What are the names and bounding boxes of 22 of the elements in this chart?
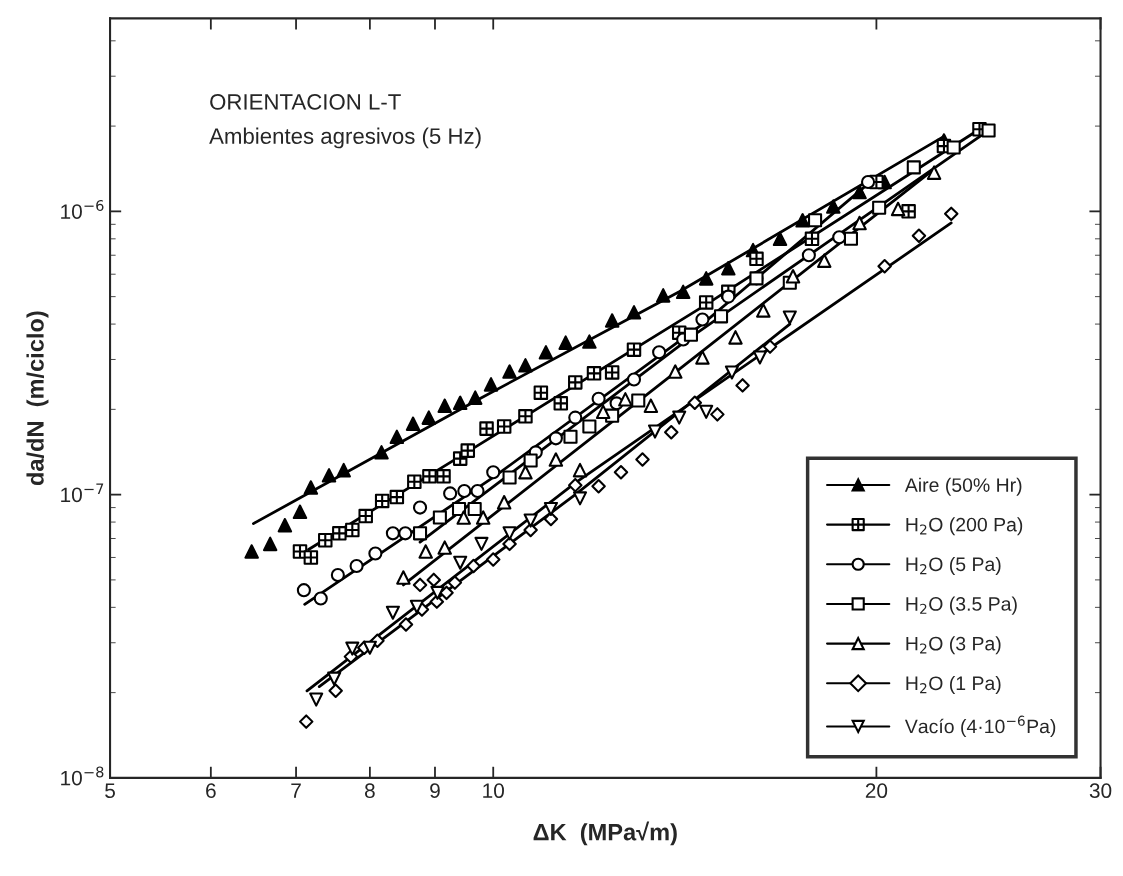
x-tick-label: 30 [1089, 783, 1112, 799]
y-tick-label: 10$^{−6}$ [61, 199, 104, 219]
legend-label: Vacío (4·10$^{−6}$Pa) [904, 715, 1056, 738]
x-tick-label: 7 [291, 783, 301, 798]
x-tick-label: 6 [206, 783, 216, 799]
y-tick-label: 10$^{−7}$ [61, 483, 104, 503]
annotation: Ambientes agresivos (5 Hz) [209, 127, 481, 149]
legend-label: H$_{2}$O (200 Pa) [906, 517, 1023, 536]
x-tick-label: 8 [364, 783, 375, 799]
legend-label: H$_{2}$O (3 Pa) [906, 636, 1001, 655]
legend-label: Aire (50% Hr) [904, 477, 1022, 496]
legend-label: H$_{2}$O (1 Pa) [906, 675, 1001, 694]
x-axis-title: ΔK (MPa√m) [533, 821, 677, 846]
x-tick-label: 5 [105, 783, 115, 799]
x-tick-label: 10 [483, 783, 504, 799]
y-tick-label: 10$^{−8}$ [61, 766, 104, 786]
legend-label: H$_{2}$O (3.5 Pa) [906, 596, 1017, 615]
y-axis-title: da/dN (m/ciclo) [26, 311, 49, 486]
legend-label: H$_{2}$O (5 Pa) [906, 556, 1001, 575]
annotation: ORIENTACION L-T [210, 94, 401, 110]
x-tick-label: 20 [865, 783, 888, 799]
x-tick-label: 9 [430, 783, 440, 799]
